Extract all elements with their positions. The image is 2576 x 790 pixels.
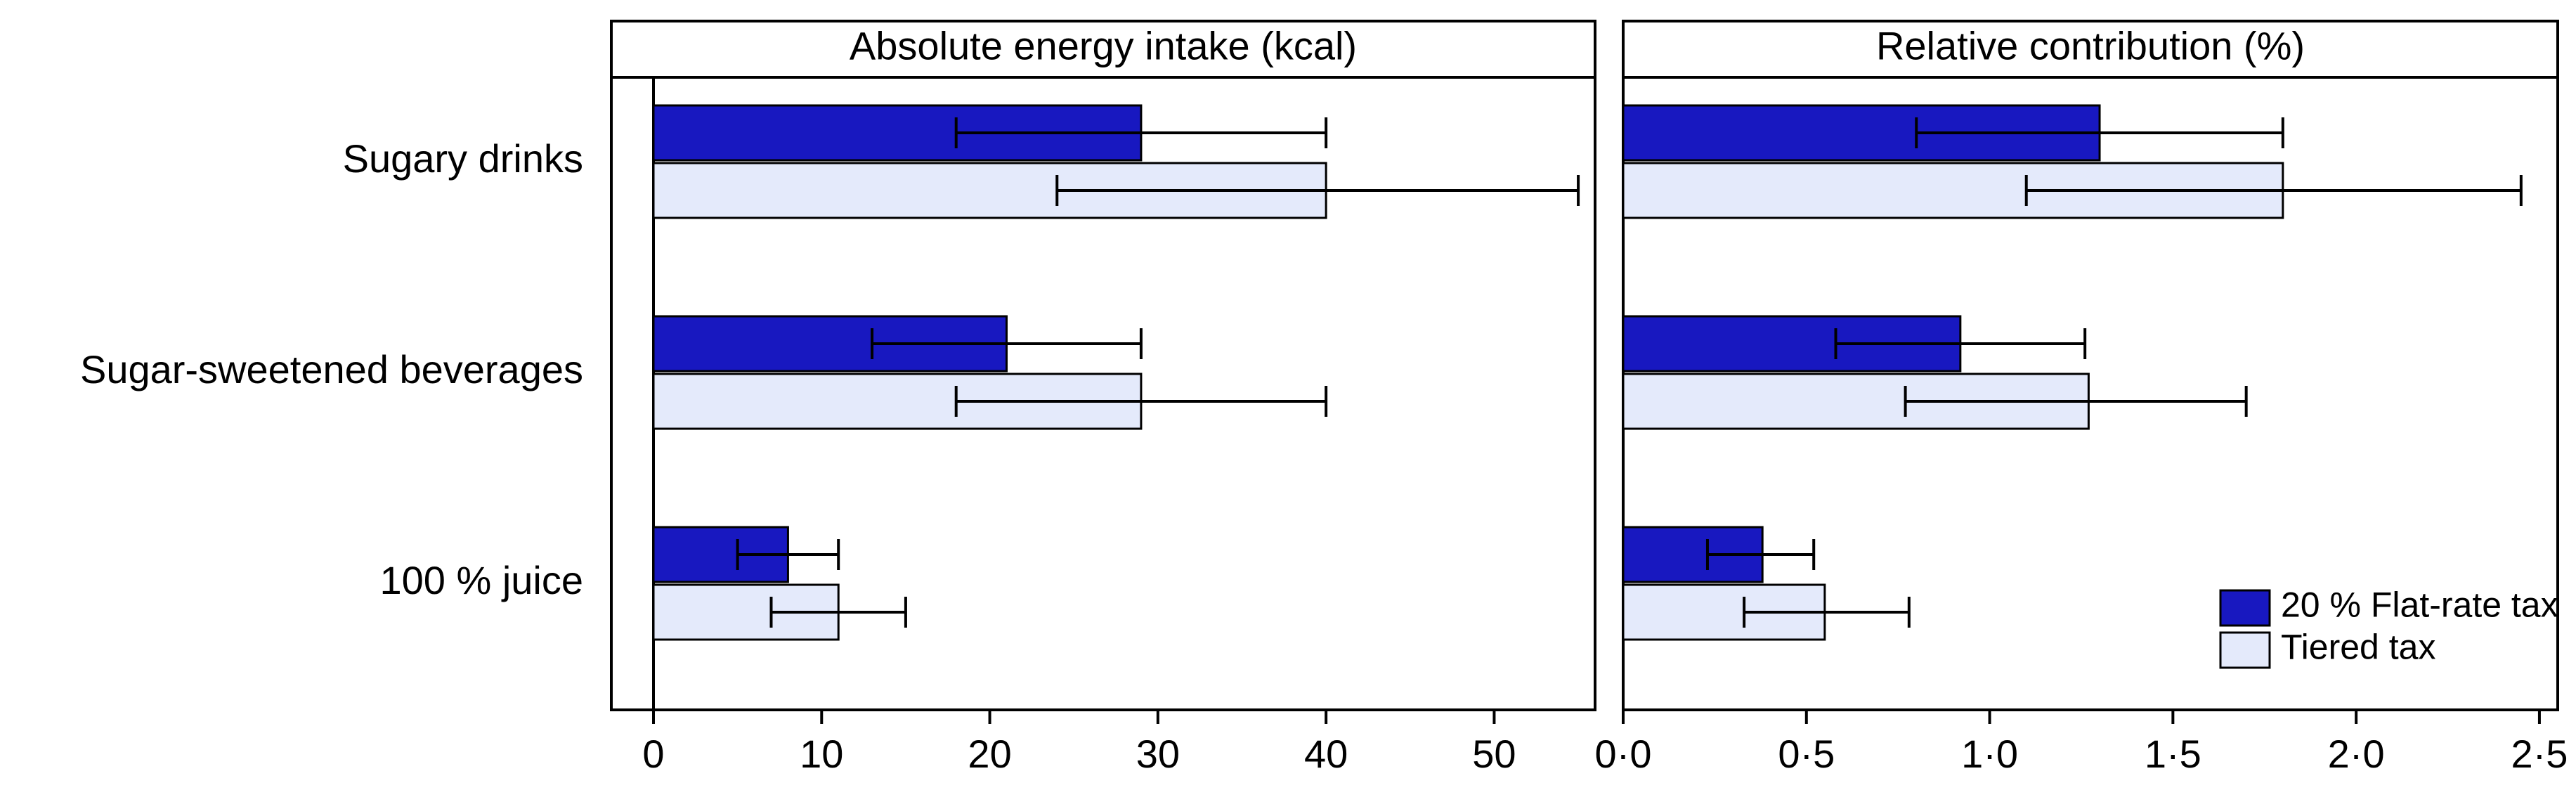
x-tick-label: 10	[800, 732, 843, 776]
x-tick-label: 1·0	[1961, 732, 2018, 776]
legend-label: 20 % Flat-rate tax	[2281, 585, 2558, 625]
figure-wrapper: { "figure": { "width": 3666, "height": 1…	[0, 0, 2576, 790]
panel-title: Absolute energy intake (kcal)	[850, 23, 1357, 67]
x-tick-label: 40	[1304, 732, 1348, 776]
panel-title: Relative contribution (%)	[1876, 23, 2305, 67]
legend-swatch	[2220, 633, 2270, 668]
x-tick-label: 0·0	[1595, 732, 1652, 776]
category-label: 100 % juice	[379, 558, 583, 602]
x-tick-label: 20	[968, 732, 1011, 776]
panel-abs: Absolute energy intake (kcal) 0 10 20 30 40 50	[611, 21, 1595, 776]
x-tick-label: 1·5	[2145, 732, 2201, 776]
x-tick-label: 30	[1136, 732, 1180, 776]
legend: 20 % Flat-rate taxTiered tax	[2220, 585, 2558, 668]
x-tick-label: 2·0	[2328, 732, 2385, 776]
x-tick-label: 0	[642, 732, 664, 776]
legend-label: Tiered tax	[2281, 628, 2435, 667]
x-tick-label: 50	[1472, 732, 1516, 776]
x-tick-label: 0·5	[1778, 732, 1835, 776]
legend-swatch	[2220, 590, 2270, 626]
category-label: Sugary drinks	[343, 136, 583, 181]
category-label: Sugar-sweetened beverages	[80, 347, 583, 391]
x-tick-label: 2·5	[2511, 732, 2568, 776]
